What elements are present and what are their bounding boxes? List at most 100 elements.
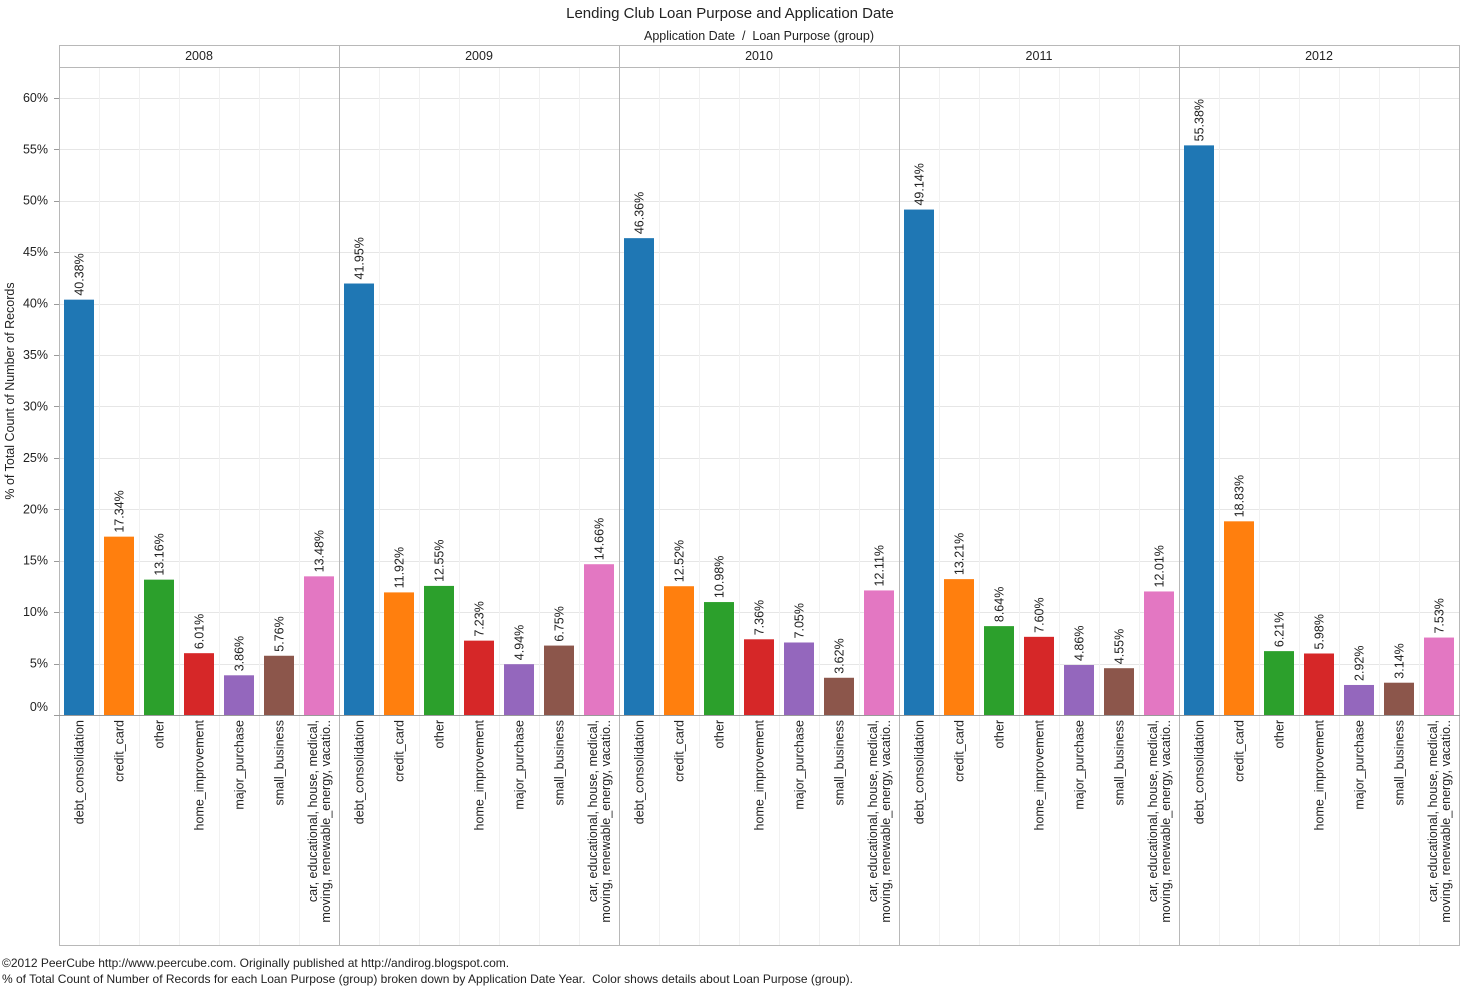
bar-2011-small-business xyxy=(1104,668,1134,715)
x-tick-label-2011-credit-card: credit_card xyxy=(953,720,967,782)
bar-2008-debt-consolidation xyxy=(64,299,94,715)
y-tick-label-25: 25% xyxy=(23,451,48,465)
y-tick-label-50: 50% xyxy=(23,194,48,208)
x-tick-label-2011-major-purchase: major_purchase xyxy=(1073,720,1087,810)
x-tick-label-2008-debt-consolidation: debt_consolidation xyxy=(73,720,87,824)
y-tick-label-60: 60% xyxy=(23,91,48,105)
y-tick-label-45: 45% xyxy=(23,245,48,259)
bar-2010-major-purchase xyxy=(784,642,814,715)
bar-2012-debt-consolidation xyxy=(1184,145,1214,715)
value-label-2012-small-business: 3.14% xyxy=(1393,643,1407,678)
y-tick-label-10: 10% xyxy=(23,605,48,619)
value-label-2012-debt-consolidation: 55.38% xyxy=(1193,99,1207,141)
bar-2009-debt-consolidation xyxy=(344,283,374,715)
chart-subtitle: Application Date / Loan Purpose (group) xyxy=(644,29,874,43)
bar-2012-credit-card xyxy=(1224,521,1254,715)
chart-title: Lending Club Loan Purpose and Applicatio… xyxy=(566,5,894,22)
value-label-2010-debt-consolidation: 46.36% xyxy=(633,192,647,234)
x-tick-label-2009-other: other xyxy=(433,720,447,749)
y-tick-label-30: 30% xyxy=(23,399,48,413)
bar-2010-debt-consolidation xyxy=(624,238,654,715)
value-label-2009-home-improvement: 7.23% xyxy=(473,601,487,636)
x-tick-label-2012-car-educational-house-medica-line-2: moving, renewable_energy, vacatio.. xyxy=(1439,720,1453,923)
x-tick-label-2008-small-business: small_business xyxy=(273,720,287,805)
value-label-2012-major-purchase: 2.92% xyxy=(1353,646,1367,681)
x-tick-label-2010-small-business: small_business xyxy=(833,720,847,805)
panel-frame xyxy=(54,45,1460,946)
value-label-2011-credit-card: 13.21% xyxy=(953,533,967,575)
x-tick-label-2009-debt-consolidation: debt_consolidation xyxy=(353,720,367,824)
x-tick-label-2010-home-improvement: home_improvement xyxy=(753,719,767,830)
x-tick-label-2008-other: other xyxy=(153,720,167,749)
bar-2012-other xyxy=(1264,651,1294,715)
x-tick-label-2010-other: other xyxy=(713,720,727,749)
x-tick-label-2012-other: other xyxy=(1273,720,1287,749)
bar-2008-credit-card xyxy=(104,536,134,715)
x-tick-label-2010-major-purchase: major_purchase xyxy=(793,720,807,810)
value-label-2008-debt-consolidation: 40.38% xyxy=(73,253,87,295)
value-label-2008-small-business: 5.76% xyxy=(273,616,287,651)
value-label-2012-car-educational-house-medica: 7.53% xyxy=(1433,598,1447,633)
value-label-2011-debt-consolidation: 49.14% xyxy=(913,163,927,205)
bar-2008-car-educational-house-medica xyxy=(304,576,334,715)
x-tick-label-2010-debt-consolidation: debt_consolidation xyxy=(633,720,647,824)
x-tick-label-2011-car-educational-house-medica-line-2: moving, renewable_energy, vacatio.. xyxy=(1159,720,1173,923)
bar-2011-home-improvement xyxy=(1024,636,1054,715)
x-tick-label-2011-car-educational-house-medica-line-1: car, educational, house, medical, xyxy=(1146,720,1160,902)
value-label-2009-car-educational-house-medica: 14.66% xyxy=(593,518,607,560)
value-label-2010-car-educational-house-medica: 12.11% xyxy=(873,545,887,586)
bar-2012-small-business xyxy=(1384,682,1414,715)
value-label-2011-small-business: 4.55% xyxy=(1113,629,1127,664)
x-tick-label-2009-car-educational-house-medica-line-2: moving, renewable_energy, vacatio.. xyxy=(599,720,613,923)
value-label-2012-other: 6.21% xyxy=(1273,612,1287,647)
x-tick-label-2010-credit-card: credit_card xyxy=(673,720,687,782)
x-tick-label-2011-small-business: small_business xyxy=(1113,720,1127,805)
bar-2010-small-business xyxy=(824,677,854,715)
bar-2009-small-business xyxy=(544,645,574,715)
x-tick-label-2012-car-educational-house-medica-line-1: car, educational, house, medical, xyxy=(1426,720,1440,902)
panel-header-2011: 2011 xyxy=(1026,49,1053,63)
bar-2008-home-improvement xyxy=(184,653,214,715)
x-tick-label-2009-car-educational-house-medica-line-1: car, educational, house, medical, xyxy=(586,720,600,902)
x-tick-label-2008-credit-card: credit_card xyxy=(113,720,127,782)
value-label-2012-credit-card: 18.83% xyxy=(1233,475,1247,517)
value-label-2008-car-educational-house-medica: 13.48% xyxy=(313,530,327,572)
value-label-2010-home-improvement: 7.36% xyxy=(753,600,767,635)
x-tick-label-2008-home-improvement: home_improvement xyxy=(193,719,207,830)
panel-header-2009: 2009 xyxy=(465,49,493,63)
x-tick-label-2012-credit-card: credit_card xyxy=(1233,720,1247,782)
bar-2012-home-improvement xyxy=(1304,653,1334,715)
value-label-2010-other: 10.98% xyxy=(713,556,727,598)
x-tick-label-2012-major-purchase: major_purchase xyxy=(1353,720,1367,810)
y-tick-label-20: 20% xyxy=(23,502,48,516)
footer-caption: % of Total Count of Number of Records fo… xyxy=(2,972,853,986)
bar-2011-car-educational-house-medica xyxy=(1144,591,1174,715)
bar-2008-major-purchase xyxy=(224,675,254,715)
x-tick-label-2008-major-purchase: major_purchase xyxy=(233,720,247,810)
value-label-2010-small-business: 3.62% xyxy=(833,638,847,673)
y-tick-label-40: 40% xyxy=(23,297,48,311)
value-label-2009-debt-consolidation: 41.95% xyxy=(353,237,367,279)
value-label-2011-major-purchase: 4.86% xyxy=(1073,626,1087,661)
value-label-2010-credit-card: 12.52% xyxy=(673,540,687,582)
gridlines xyxy=(59,67,1459,945)
bar-2011-other xyxy=(984,626,1014,715)
panel-header-2010: 2010 xyxy=(745,49,773,63)
value-label-2009-major-purchase: 4.94% xyxy=(513,625,527,660)
x-tick-label-2012-small-business: small_business xyxy=(1393,720,1407,805)
y-tick-label-0: 0% xyxy=(30,700,48,714)
bar-2011-debt-consolidation xyxy=(904,209,934,715)
bar-2008-other xyxy=(144,579,174,715)
x-tick-label-2012-debt-consolidation: debt_consolidation xyxy=(1193,720,1207,824)
x-tick-label-2011-home-improvement: home_improvement xyxy=(1033,719,1047,830)
x-tick-label-2011-other: other xyxy=(993,720,1007,749)
bar-2009-credit-card xyxy=(384,592,414,715)
value-label-2012-home-improvement: 5.98% xyxy=(1313,614,1327,649)
bar-2010-other xyxy=(704,602,734,715)
value-label-2011-other: 8.64% xyxy=(993,587,1007,622)
footer-credit: ©2012 PeerCube http://www.peercube.com. … xyxy=(2,956,509,970)
value-label-2009-credit-card: 11.92% xyxy=(393,547,407,588)
bar-2012-major-purchase xyxy=(1344,684,1374,715)
bar-2011-credit-card xyxy=(944,579,974,715)
